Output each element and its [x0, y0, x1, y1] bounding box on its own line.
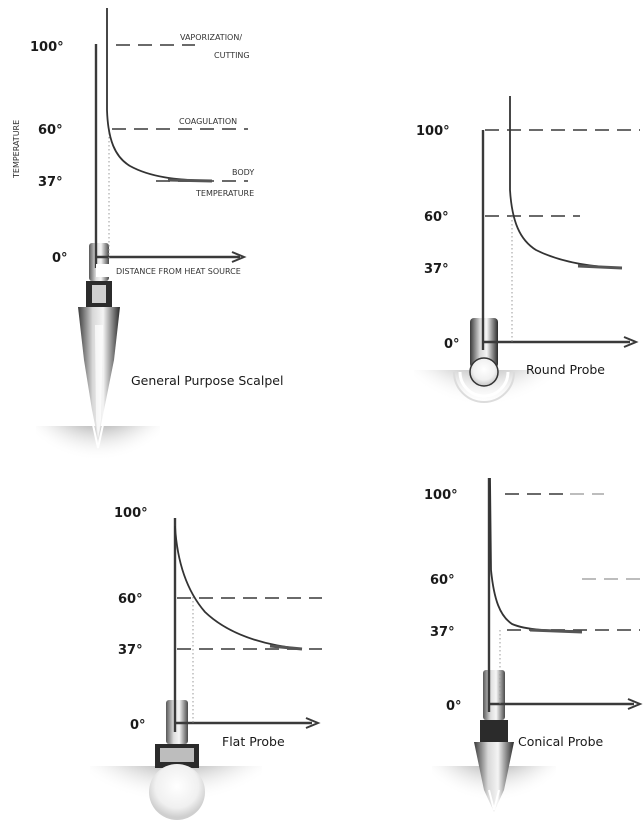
- panel-conical-probe: 100° 60° 37° 0° Conical Probe: [420, 477, 643, 834]
- tick-37: 37°: [424, 262, 449, 277]
- tick-37: 37°: [38, 175, 63, 190]
- curve-tail: [167, 178, 213, 183]
- panel-caption: General Purpose Scalpel: [131, 373, 283, 388]
- x-axis-label: DISTANCE FROM HEAT SOURCE: [116, 267, 241, 276]
- temperature-curve: [509, 96, 623, 269]
- tick-100: 100°: [114, 506, 148, 521]
- temperature-curve: [174, 525, 303, 650]
- x-axis-arrowhead: [231, 251, 247, 263]
- tick-37: 37°: [430, 625, 455, 640]
- annotation-temperature: TEMPERATURE: [195, 189, 254, 198]
- tick-60: 60°: [118, 592, 143, 607]
- panel-round-probe: 100° 60° 37° 0° Round Probe: [400, 96, 640, 440]
- panel-caption: Round Probe: [526, 362, 605, 377]
- panel-caption: Conical Probe: [518, 734, 604, 749]
- tick-60: 60°: [424, 210, 449, 225]
- tick-0: 0°: [52, 251, 68, 266]
- x-axis-arrowhead: [623, 336, 639, 348]
- tick-100: 100°: [30, 40, 64, 55]
- curve-tail: [577, 264, 623, 270]
- tick-37: 37°: [118, 643, 143, 658]
- scalpel-instrument: [78, 243, 120, 449]
- tick-0: 0°: [444, 337, 460, 352]
- x-axis-arrowhead: [627, 698, 643, 710]
- tick-100: 100°: [424, 488, 458, 503]
- annotation-vaporization: VAPORIZATION/: [180, 33, 242, 42]
- x-axis-arrowhead: [305, 717, 321, 729]
- tick-60: 60°: [38, 123, 63, 138]
- curve-tail: [529, 628, 583, 634]
- flat-probe-instrument: [149, 700, 205, 820]
- tick-0: 0°: [446, 699, 462, 714]
- tick-0: 0°: [130, 718, 146, 733]
- tick-100: 100°: [416, 124, 450, 139]
- temperature-curve: [489, 477, 583, 632]
- y-axis-label: TEMPERATURE: [12, 120, 21, 179]
- panel-flat-probe: 100° 60° 37° 0° Flat Probe: [80, 506, 322, 836]
- panel-caption: Flat Probe: [222, 734, 285, 749]
- annotation-cutting: CUTTING: [214, 51, 250, 60]
- annotation-coagulation: COAGULATION: [179, 117, 237, 126]
- curve-tail: [269, 644, 303, 651]
- annotation-body: BODY: [232, 168, 254, 177]
- panel-general-purpose-scalpel: 100° 60° 37° 0° TEMPERATURE DISTANCE FRO…: [12, 8, 283, 492]
- x-axis-label-bg: [96, 264, 252, 277]
- tick-60: 60°: [430, 573, 455, 588]
